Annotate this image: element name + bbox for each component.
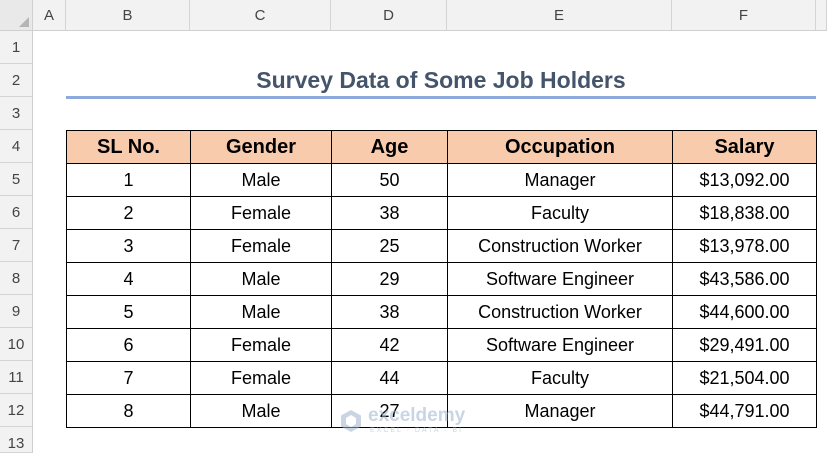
cell-gender[interactable]: Male	[190, 262, 332, 296]
cell-salary[interactable]: $13,092.00	[672, 163, 817, 197]
cell-salary[interactable]: $43,586.00	[672, 262, 817, 296]
table-row: 4 Male 29 Software Engineer $43,586.00	[66, 262, 817, 296]
title-underline	[66, 96, 816, 99]
cell-salary[interactable]: $21,504.00	[672, 361, 817, 395]
row-header-3[interactable]: 3	[0, 97, 33, 130]
cell-sl-no[interactable]: 5	[66, 295, 191, 329]
cell-occupation[interactable]: Manager	[447, 394, 673, 428]
cell-salary[interactable]: $18,838.00	[672, 196, 817, 230]
cell-salary[interactable]: $29,491.00	[672, 328, 817, 362]
row-header-13[interactable]: 13	[0, 427, 33, 453]
cell-sl-no[interactable]: 3	[66, 229, 191, 263]
row-header-8[interactable]: 8	[0, 262, 33, 295]
cell-occupation[interactable]: Construction Worker	[447, 229, 673, 263]
cell-gender[interactable]: Female	[190, 328, 332, 362]
cell-sl-no[interactable]: 4	[66, 262, 191, 296]
column-header-a[interactable]: A	[33, 0, 66, 31]
header-salary[interactable]: Salary	[672, 130, 817, 164]
cell-gender[interactable]: Female	[190, 196, 332, 230]
table-row: 1 Male 50 Manager $13,092.00	[66, 163, 817, 197]
column-header-b[interactable]: B	[66, 0, 190, 31]
cell-salary[interactable]: $13,978.00	[672, 229, 817, 263]
cell-age[interactable]: 44	[331, 361, 448, 395]
cell-occupation[interactable]: Software Engineer	[447, 328, 673, 362]
column-header-e[interactable]: E	[447, 0, 672, 31]
cell-occupation[interactable]: Manager	[447, 163, 673, 197]
survey-table: SL No. Gender Age Occupation Salary 1 Ma…	[66, 130, 817, 428]
row-header-11[interactable]: 11	[0, 361, 33, 394]
sheet-title[interactable]: Survey Data of Some Job Holders	[256, 67, 626, 93]
cell-sl-no[interactable]: 7	[66, 361, 191, 395]
cell-gender[interactable]: Male	[190, 295, 332, 329]
exceldemy-watermark: exceldemy EXCEL · DATA · BI	[340, 405, 490, 439]
cell-salary[interactable]: $44,791.00	[672, 394, 817, 428]
cell-occupation[interactable]: Faculty	[447, 361, 673, 395]
column-header-d[interactable]: D	[331, 0, 447, 31]
header-occupation[interactable]: Occupation	[447, 130, 673, 164]
cell-sl-no[interactable]: 6	[66, 328, 191, 362]
header-age[interactable]: Age	[331, 130, 448, 164]
row-header-5[interactable]: 5	[0, 163, 33, 196]
cell-occupation[interactable]: Construction Worker	[447, 295, 673, 329]
cell-age[interactable]: 50	[331, 163, 448, 197]
row-header-12[interactable]: 12	[0, 394, 33, 427]
cell-sl-no[interactable]: 2	[66, 196, 191, 230]
cell-age[interactable]: 38	[331, 295, 448, 329]
header-sl-no[interactable]: SL No.	[66, 130, 191, 164]
table-row: 3 Female 25 Construction Worker $13,978.…	[66, 229, 817, 263]
cell-age[interactable]: 42	[331, 328, 448, 362]
row-header-2[interactable]: 2	[0, 64, 33, 97]
table-row: 7 Female 44 Faculty $21,504.00	[66, 361, 817, 395]
cell-age[interactable]: 25	[331, 229, 448, 263]
watermark-tagline: EXCEL · DATA · BI	[370, 427, 463, 434]
row-header-10[interactable]: 10	[0, 328, 33, 361]
cell-occupation[interactable]: Faculty	[447, 196, 673, 230]
cell-occupation[interactable]: Software Engineer	[447, 262, 673, 296]
row-header-7[interactable]: 7	[0, 229, 33, 262]
select-all-corner[interactable]	[0, 0, 33, 31]
cell-sl-no[interactable]: 1	[66, 163, 191, 197]
row-header-6[interactable]: 6	[0, 196, 33, 229]
cell-salary[interactable]: $44,600.00	[672, 295, 817, 329]
row-header-4[interactable]: 4	[0, 130, 33, 163]
cell-gender[interactable]: Male	[190, 394, 332, 428]
row-header-9[interactable]: 9	[0, 295, 33, 328]
column-header-g[interactable]	[816, 0, 827, 31]
table-row: 2 Female 38 Faculty $18,838.00	[66, 196, 817, 230]
column-header-c[interactable]: C	[190, 0, 331, 31]
table-row: 5 Male 38 Construction Worker $44,600.00	[66, 295, 817, 329]
cell-gender[interactable]: Female	[190, 361, 332, 395]
cell-gender[interactable]: Female	[190, 229, 332, 263]
cell-age[interactable]: 29	[331, 262, 448, 296]
cell-gender[interactable]: Male	[190, 163, 332, 197]
cell-sl-no[interactable]: 8	[66, 394, 191, 428]
select-all-icon	[19, 17, 29, 27]
column-header-f[interactable]: F	[672, 0, 816, 31]
exceldemy-logo-icon	[341, 410, 361, 432]
row-header-1[interactable]: 1	[0, 31, 33, 64]
table-header-row: SL No. Gender Age Occupation Salary	[66, 130, 817, 164]
watermark-name: exceldemy	[368, 405, 466, 426]
header-gender[interactable]: Gender	[190, 130, 332, 164]
cell-age[interactable]: 38	[331, 196, 448, 230]
table-row: 6 Female 42 Software Engineer $29,491.00	[66, 328, 817, 362]
